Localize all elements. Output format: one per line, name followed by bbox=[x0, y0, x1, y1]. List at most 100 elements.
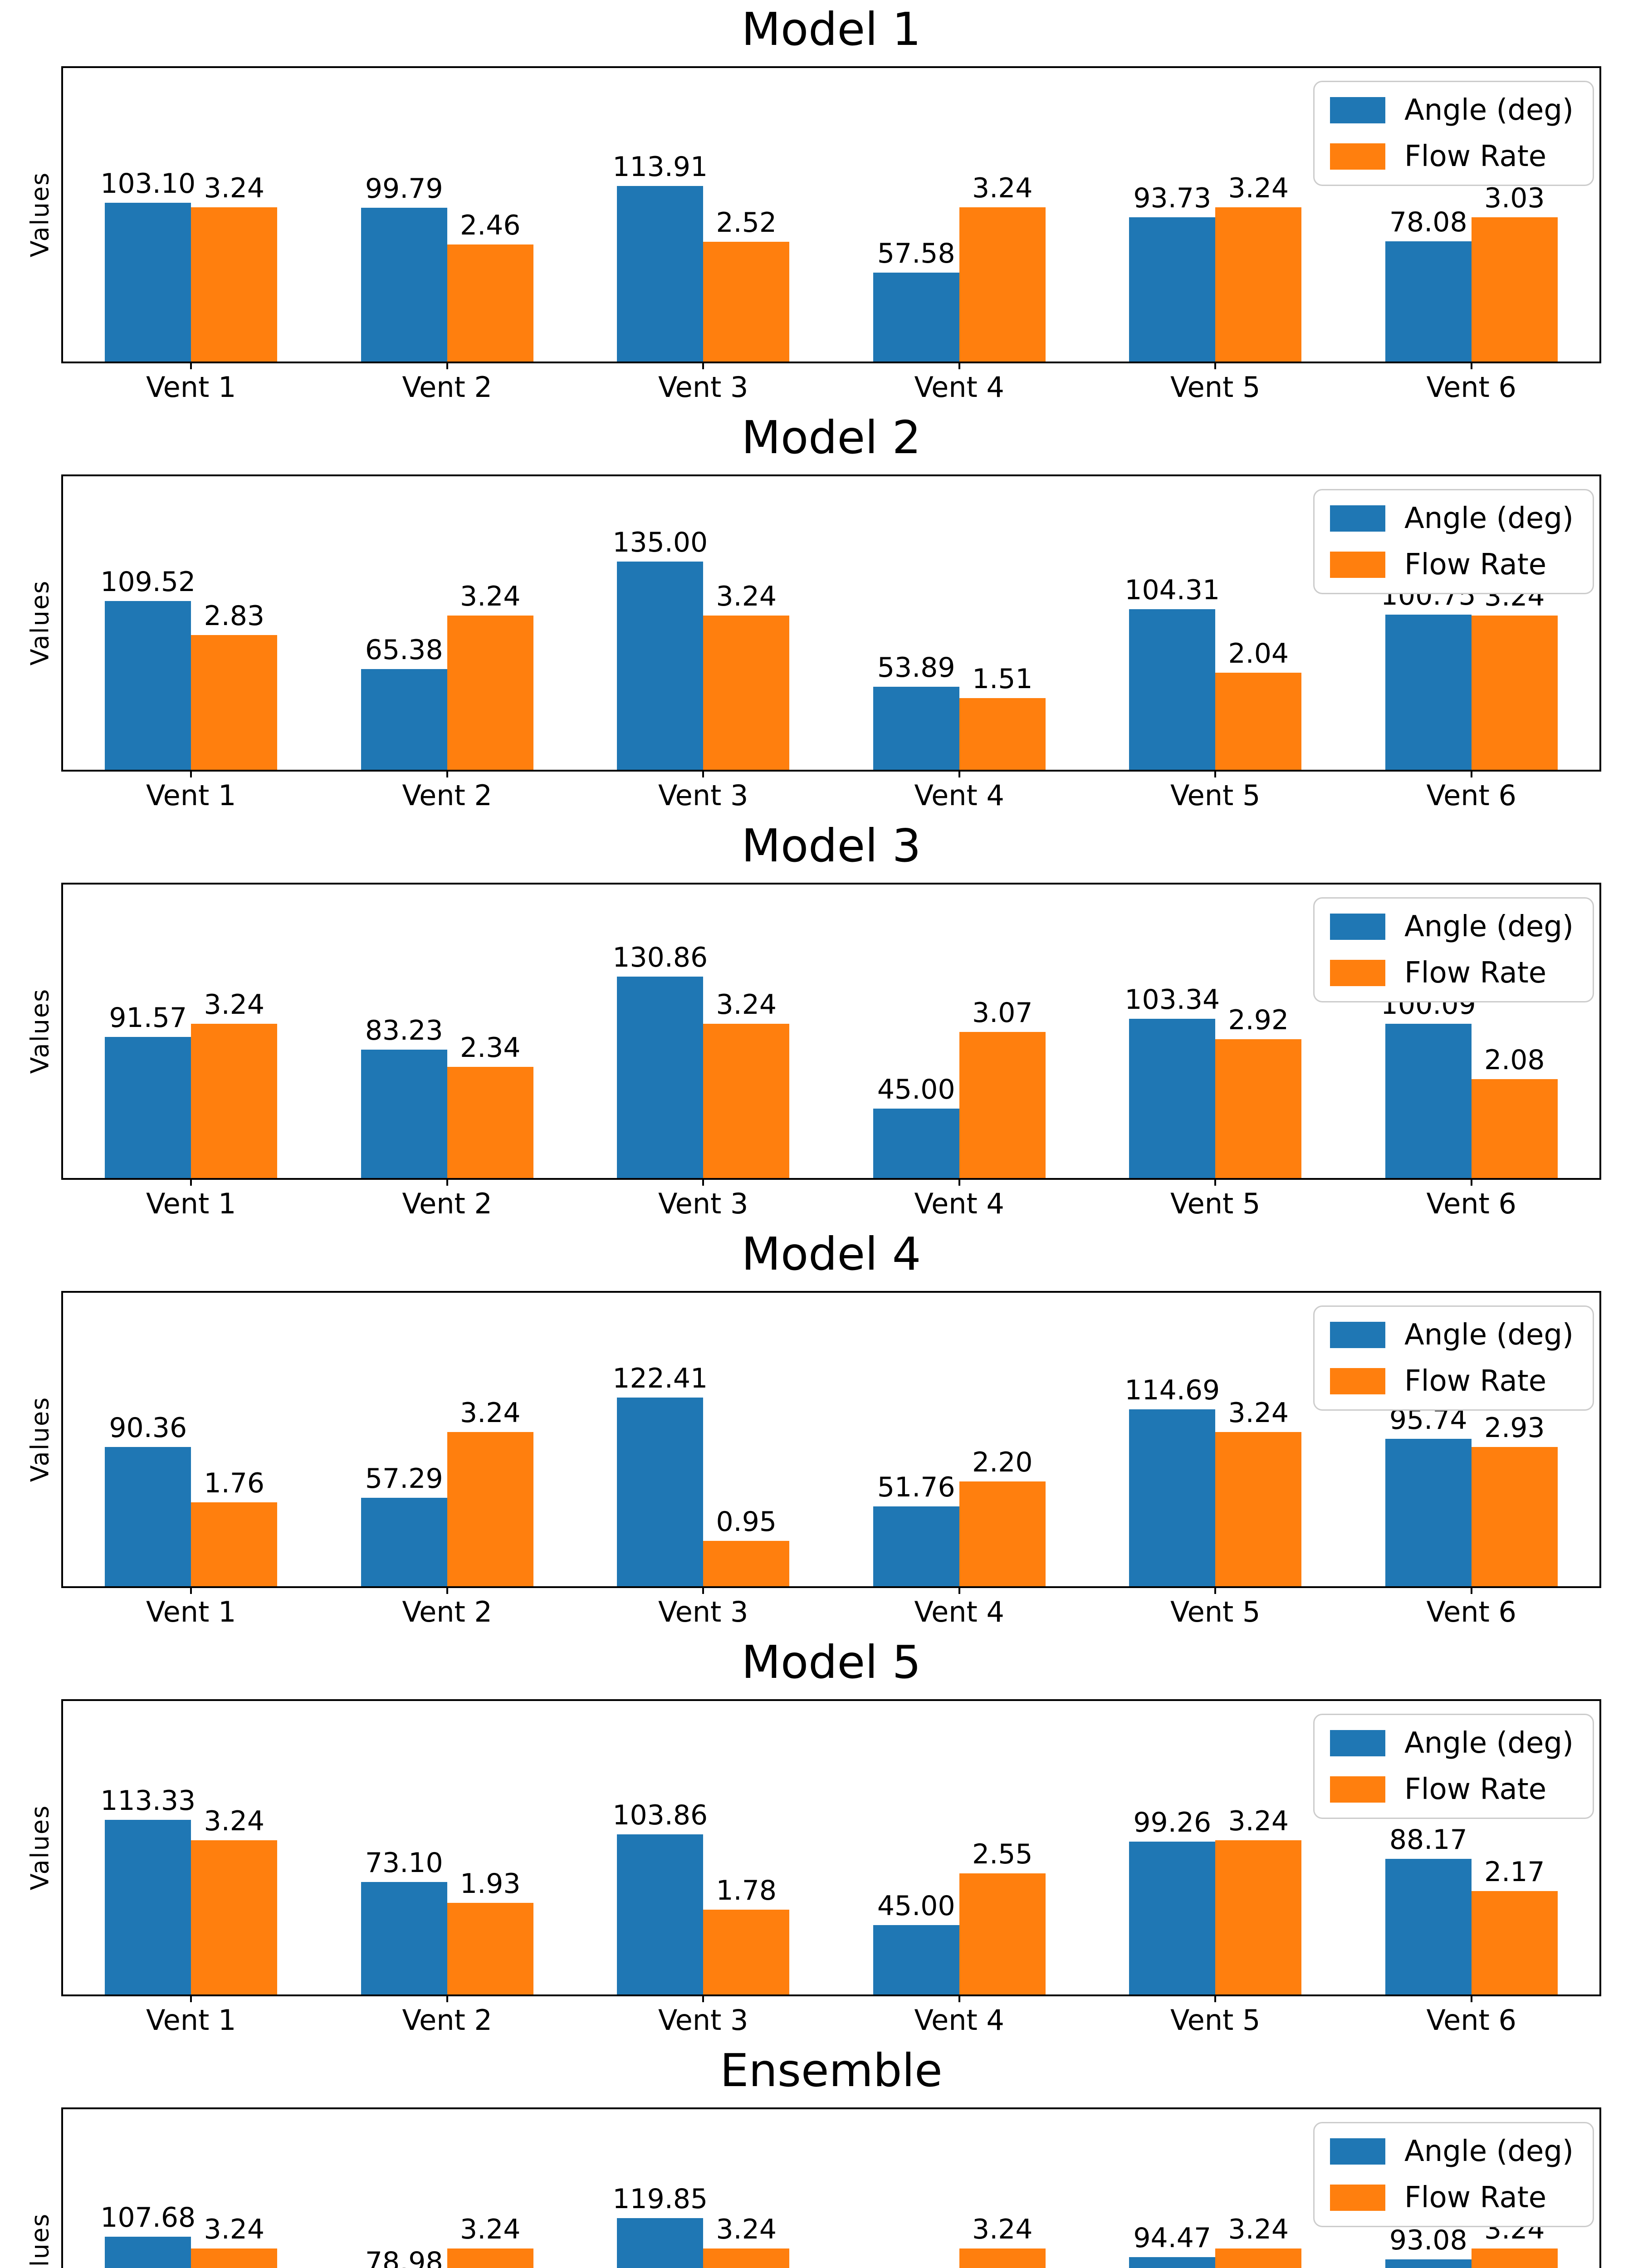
bar-flow bbox=[447, 1432, 533, 1586]
subplot-ensemble: Ensemble Values Angle (deg) Flow Rate 10… bbox=[0, 2041, 1633, 2268]
x-tick-mark bbox=[190, 1586, 192, 1594]
x-tick-mark bbox=[958, 1994, 960, 2002]
bar-flow bbox=[1471, 1447, 1558, 1586]
bar-value-label-angle: 122.41 bbox=[612, 1363, 708, 1394]
x-tick-mark bbox=[1470, 770, 1472, 777]
y-axis-label: Values bbox=[25, 580, 54, 666]
bar-value-label-flow: 0.95 bbox=[716, 1506, 777, 1538]
bar-value-label-angle: 113.91 bbox=[612, 151, 708, 183]
bar-value-label-angle: 78.08 bbox=[1389, 206, 1467, 238]
x-tick-mark bbox=[702, 770, 704, 777]
x-tick-label: Vent 4 bbox=[914, 1595, 1005, 1628]
bar-angle bbox=[361, 1050, 447, 1178]
legend-entry-flow: Flow Rate bbox=[1330, 2183, 1574, 2212]
bar-angle bbox=[1385, 2259, 1472, 2268]
bar-value-label-angle: 65.38 bbox=[365, 634, 443, 666]
legend-swatch-angle bbox=[1330, 97, 1385, 123]
subplot-title: Model 2 bbox=[741, 411, 921, 464]
legend-entry-angle: Angle (deg) bbox=[1330, 504, 1574, 533]
bar-value-label-angle: 53.89 bbox=[877, 652, 955, 684]
bar-value-label-angle: 90.36 bbox=[109, 1412, 187, 1444]
legend: Angle (deg) Flow Rate bbox=[1313, 897, 1594, 1002]
bar-angle bbox=[105, 203, 191, 362]
x-tick-label: Vent 4 bbox=[914, 371, 1005, 404]
x-tick-mark bbox=[1214, 1994, 1217, 2002]
bar-value-label-angle: 109.52 bbox=[100, 566, 196, 598]
legend-label-flow: Flow Rate bbox=[1404, 2181, 1547, 2214]
bar-value-label-flow: 3.03 bbox=[1484, 182, 1545, 214]
legend-label-flow: Flow Rate bbox=[1404, 548, 1547, 582]
bar-flow bbox=[1215, 1840, 1302, 1994]
x-tick-label: Vent 6 bbox=[1426, 779, 1517, 812]
x-tick-mark bbox=[1214, 362, 1217, 369]
bar-value-label-angle: 103.10 bbox=[100, 168, 196, 200]
legend-swatch-angle bbox=[1330, 1322, 1385, 1348]
x-tick-label: Vent 5 bbox=[1170, 1187, 1261, 1220]
x-tick-label: Vent 5 bbox=[1170, 1595, 1261, 1628]
bar-value-label-angle: 78.98 bbox=[365, 2246, 443, 2268]
bar-angle bbox=[1385, 1024, 1472, 1178]
bar-flow bbox=[959, 1032, 1046, 1178]
y-axis-label: Values bbox=[25, 988, 54, 1074]
bar-flow bbox=[447, 1903, 533, 1994]
bar-value-label-flow: 2.17 bbox=[1484, 1856, 1545, 1888]
bar-angle bbox=[105, 601, 191, 770]
bar-angle bbox=[105, 1820, 191, 1994]
bar-angle bbox=[105, 2237, 191, 2268]
bar-value-label-angle: 45.00 bbox=[877, 1074, 955, 1105]
bar-value-label-angle: 73.10 bbox=[365, 1847, 443, 1879]
bar-angle bbox=[1129, 1019, 1216, 1178]
x-tick-label: Vent 6 bbox=[1426, 2004, 1517, 2037]
legend-swatch-angle bbox=[1330, 1730, 1385, 1756]
legend-label-flow: Flow Rate bbox=[1404, 1364, 1547, 1398]
legend-entry-flow: Flow Rate bbox=[1330, 550, 1574, 579]
legend: Angle (deg) Flow Rate bbox=[1313, 489, 1594, 594]
legend-label-angle: Angle (deg) bbox=[1404, 1318, 1574, 1352]
x-tick-label: Vent 2 bbox=[402, 2004, 493, 2037]
legend-label-angle: Angle (deg) bbox=[1404, 910, 1574, 943]
x-tick-label: Vent 1 bbox=[146, 1187, 236, 1220]
bar-value-label-flow: 2.08 bbox=[1484, 1044, 1545, 1076]
x-tick-mark bbox=[190, 770, 192, 777]
bar-flow bbox=[1471, 616, 1558, 770]
bar-value-label-flow: 3.24 bbox=[716, 989, 777, 1021]
legend-swatch-angle bbox=[1330, 914, 1385, 940]
x-tick-label: Vent 3 bbox=[658, 1595, 748, 1628]
x-tick-mark bbox=[1214, 1586, 1217, 1594]
bar-angle bbox=[105, 1447, 191, 1586]
bar-angle bbox=[873, 1925, 959, 1994]
x-tick-mark bbox=[702, 1994, 704, 2002]
bar-value-label-flow: 3.24 bbox=[204, 2214, 265, 2245]
x-tick-label: Vent 1 bbox=[146, 779, 236, 812]
axes-frame: Angle (deg) Flow Rate 90.36 1.76 Vent 1 57.… bbox=[61, 1291, 1601, 1626]
x-tick-label: Vent 3 bbox=[658, 1187, 748, 1220]
bar-flow bbox=[191, 1502, 278, 1586]
x-tick-mark bbox=[1214, 770, 1217, 777]
legend-label-flow: Flow Rate bbox=[1404, 956, 1547, 990]
x-tick-mark bbox=[702, 1586, 704, 1594]
bar-value-label-flow: 2.93 bbox=[1484, 1412, 1545, 1444]
axes-frame: Angle (deg) Flow Rate 91.57 3.24 Vent 1 83.… bbox=[61, 883, 1601, 1218]
bar-value-label-angle: 51.76 bbox=[877, 1471, 955, 1503]
subplot-title: Model 3 bbox=[741, 819, 921, 872]
bar-value-label-flow: 2.34 bbox=[460, 1032, 521, 1064]
x-tick-label: Vent 1 bbox=[146, 1595, 236, 1628]
bar-flow bbox=[191, 1840, 278, 1994]
bar-value-label-angle: 93.73 bbox=[1133, 182, 1212, 214]
bar-value-label-flow: 3.24 bbox=[1228, 2214, 1289, 2245]
axes-frame: Angle (deg) Flow Rate 113.33 3.24 Vent 1 73… bbox=[61, 1699, 1601, 2034]
legend-entry-angle: Angle (deg) bbox=[1330, 96, 1574, 125]
bar-flow bbox=[703, 1024, 790, 1178]
bar-value-label-angle: 130.86 bbox=[612, 942, 708, 973]
bar-angle bbox=[617, 2218, 704, 2268]
bar-flow bbox=[447, 1067, 533, 1178]
x-tick-mark bbox=[1470, 1586, 1472, 1594]
x-tick-mark bbox=[446, 1178, 448, 1186]
bar-value-label-angle: 83.23 bbox=[365, 1015, 443, 1046]
legend: Angle (deg) Flow Rate bbox=[1313, 81, 1594, 186]
x-tick-label: Vent 6 bbox=[1426, 371, 1517, 404]
y-axis-label: Values bbox=[25, 1396, 54, 1482]
x-tick-label: Vent 1 bbox=[146, 2004, 236, 2037]
bar-angle bbox=[1385, 241, 1472, 362]
bar-flow bbox=[959, 207, 1046, 362]
